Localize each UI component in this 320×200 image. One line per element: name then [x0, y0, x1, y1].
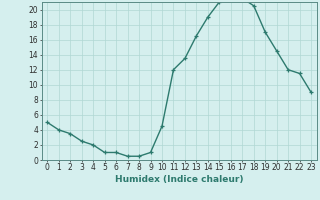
X-axis label: Humidex (Indice chaleur): Humidex (Indice chaleur)	[115, 175, 244, 184]
